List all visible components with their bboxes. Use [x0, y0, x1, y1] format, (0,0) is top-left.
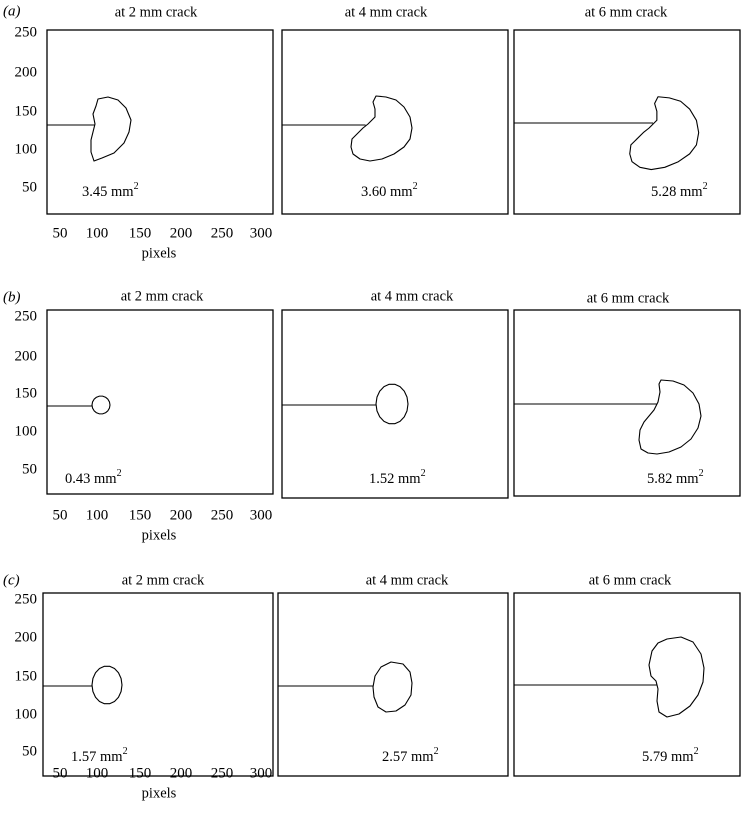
y-tick-label: 250: [15, 24, 38, 40]
x-tick-label: 300: [250, 507, 273, 523]
panel-title: at 4 mm crack: [371, 288, 454, 304]
x-axis-label: pixels: [142, 245, 177, 261]
x-tick-label: 150: [129, 225, 152, 241]
x-tick-label: 50: [53, 765, 68, 781]
area-label: 2.57 mm2: [382, 746, 439, 765]
area-label: 5.28 mm2: [651, 181, 708, 200]
panel-title: at 6 mm crack: [585, 4, 668, 20]
process-zone-outline: [648, 636, 705, 718]
panel: at 2 mm crack 1.57 mm2: [42, 572, 274, 777]
x-tick-label: 200: [170, 507, 193, 523]
area-label: 1.52 mm2: [369, 468, 426, 487]
process-zone-outline: [638, 379, 702, 455]
panel-frame: [42, 592, 274, 777]
y-tick-label: 100: [15, 141, 38, 157]
panel-frame: [281, 309, 509, 499]
y-tick-label: 150: [15, 385, 38, 401]
panel-title: at 4 mm crack: [366, 572, 449, 588]
panel-frame: [513, 29, 741, 215]
x-tick-label: 250: [211, 225, 234, 241]
area-label: 5.79 mm2: [642, 746, 699, 765]
x-tick-label: 100: [86, 225, 109, 241]
panel: at 6 mm crack 5.82 mm2: [513, 290, 741, 497]
process-zone-outline: [629, 96, 700, 171]
area-label: 5.82 mm2: [647, 468, 704, 487]
x-tick-label: 300: [250, 765, 273, 781]
y-tick-label: 50: [22, 179, 37, 195]
x-tick-label: 50: [53, 225, 68, 241]
row-label: (b): [3, 289, 21, 305]
x-tick-label: 100: [86, 765, 109, 781]
x-tick-label: 250: [211, 507, 234, 523]
panel-title: at 4 mm crack: [345, 4, 428, 20]
panel-frame: [281, 29, 509, 215]
panel: at 2 mm crack 0.43 mm2: [46, 288, 274, 495]
area-label: 3.60 mm2: [361, 181, 418, 200]
process-zone-outline: [91, 665, 123, 705]
panel-title: at 2 mm crack: [121, 288, 204, 304]
y-tick-label: 50: [22, 743, 37, 759]
panel: at 4 mm crack 1.52 mm2: [281, 288, 509, 499]
area-label: 3.45 mm2: [82, 181, 139, 200]
panel-frame: [513, 309, 741, 497]
panel-frame: [277, 592, 509, 777]
y-tick-label: 100: [15, 706, 38, 722]
process-zone-outline: [375, 383, 409, 425]
y-tick-label: 200: [15, 348, 38, 364]
row-label: (c): [3, 572, 20, 588]
panel-frame: [46, 309, 274, 495]
panel-title: at 2 mm crack: [122, 572, 205, 588]
panel: at 4 mm crack 2.57 mm2: [277, 572, 509, 777]
panel-title: at 2 mm crack: [115, 4, 198, 20]
x-axis-label: pixels: [142, 527, 177, 543]
process-zone-outline: [91, 395, 111, 415]
y-tick-label: 200: [15, 629, 38, 645]
y-tick-label: 150: [15, 103, 38, 119]
x-tick-label: 150: [129, 507, 152, 523]
panel-title: at 6 mm crack: [587, 290, 670, 306]
panel-frame: [46, 29, 274, 215]
row-label: (a): [3, 3, 21, 19]
panel: at 4 mm crack 3.60 mm2: [281, 4, 509, 215]
panel: at 6 mm crack 5.79 mm2: [513, 572, 741, 777]
y-tick-label: 100: [15, 423, 38, 439]
x-axis-label: pixels: [142, 785, 177, 801]
y-tick-label: 250: [15, 308, 38, 324]
area-label: 0.43 mm2: [65, 468, 122, 487]
panel: at 2 mm crack 3.45 mm2: [46, 4, 274, 215]
y-tick-label: 150: [15, 668, 38, 684]
y-tick-label: 50: [22, 461, 37, 477]
panel: at 6 mm crack 5.28 mm2: [513, 4, 741, 215]
x-tick-label: 50: [53, 507, 68, 523]
x-tick-label: 100: [86, 507, 109, 523]
y-tick-label: 200: [15, 64, 38, 80]
process-zone-outline: [90, 96, 132, 162]
x-tick-label: 250: [211, 765, 234, 781]
process-zone-outline: [372, 661, 413, 713]
panel-title: at 6 mm crack: [589, 572, 672, 588]
process-zone-outline: [350, 95, 413, 162]
x-tick-label: 150: [129, 765, 152, 781]
x-tick-label: 300: [250, 225, 273, 241]
y-tick-label: 250: [15, 591, 38, 607]
area-label: 1.57 mm2: [71, 746, 128, 765]
x-tick-label: 200: [170, 765, 193, 781]
x-tick-label: 200: [170, 225, 193, 241]
